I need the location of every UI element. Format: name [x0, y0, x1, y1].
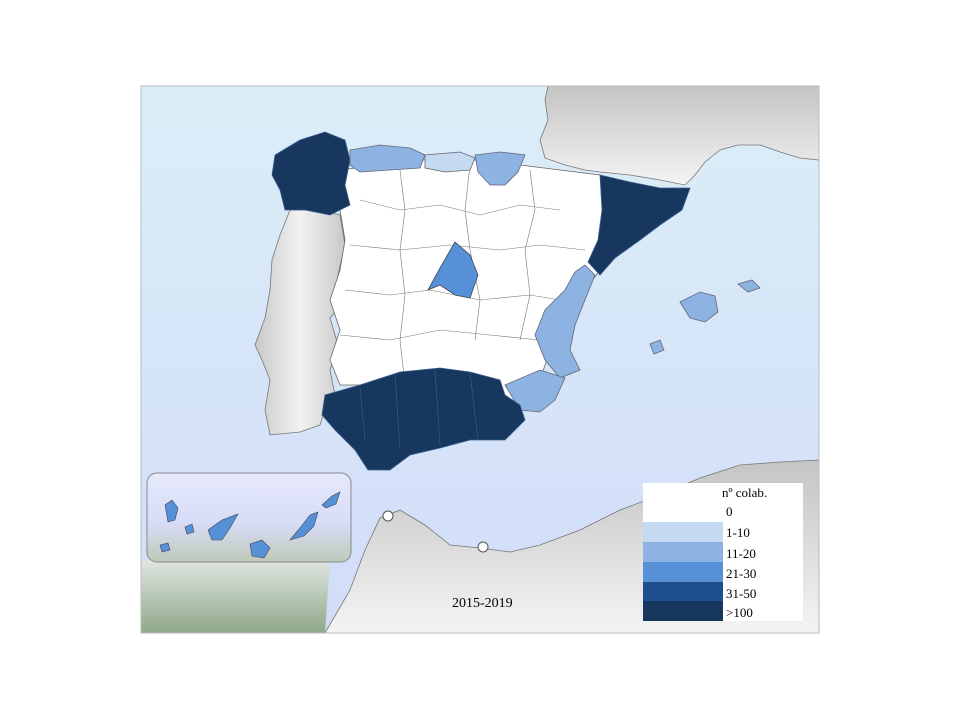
region-cantabria — [424, 151, 476, 173]
portugal-land — [254, 209, 346, 436]
legend-title: nº colab. — [722, 485, 768, 500]
africa-coast-green — [141, 560, 330, 633]
france-land — [539, 85, 820, 186]
ceuta-marker — [382, 510, 394, 522]
legend-swatch-5 — [643, 601, 723, 621]
legend-swatch-2 — [643, 542, 723, 562]
canary-inset — [146, 472, 352, 563]
region-baleares-menorca — [737, 279, 761, 293]
andalucia-province-borders — [359, 369, 479, 451]
region-cataluna — [587, 174, 691, 276]
map-border — [140, 85, 820, 634]
legend-swatch-0 — [643, 502, 723, 522]
legend-swatch-4 — [643, 582, 723, 602]
region-galicia — [271, 131, 351, 216]
region-baleares-ibiza — [649, 339, 665, 355]
region-pais-vasco — [474, 151, 526, 186]
region-asturias — [349, 144, 426, 173]
legend-swatch-3 — [643, 562, 723, 582]
region-andalucia — [321, 367, 526, 471]
region-canarias — [159, 491, 341, 559]
legend-label-1: 1-10 — [726, 525, 750, 540]
region-madrid — [427, 241, 479, 299]
period-label: 2015-2019 — [452, 596, 513, 611]
melilla-marker — [477, 541, 489, 553]
legend-label-0: 0 — [726, 504, 733, 519]
region-baleares-mallorca — [679, 291, 719, 323]
legend-label-2: 11-20 — [726, 546, 756, 561]
legend-swatches — [643, 502, 723, 621]
legend-label-5: >100 — [726, 605, 753, 620]
legend-label-3: 21-30 — [726, 566, 757, 581]
legend-label-4: 31-50 — [726, 586, 757, 601]
legend-swatch-1 — [643, 522, 723, 542]
